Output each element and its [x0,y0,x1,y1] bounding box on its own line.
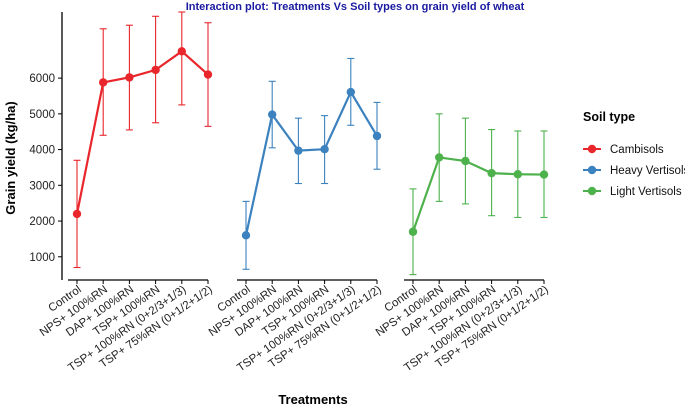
legend-item: Cambisols [583,144,664,156]
legend-marker [587,144,597,154]
y-tick-label: 4000 [29,145,55,157]
data-point [241,231,251,240]
legend: Soil type Cambisols Heavy Vertisols Light … [583,110,685,198]
legend-label: Heavy Vertisols [610,165,685,177]
data-point [320,145,329,154]
data-point [372,131,382,141]
y-axis: 1000 2000 3000 4000 5000 6000 [29,12,63,280]
data-point [125,73,134,82]
data-point [513,170,522,179]
legend-item: Heavy Vertisols [583,165,685,177]
legend-title: Soil type [583,110,635,124]
data-point [268,110,277,119]
legend-item: Light Vertisols [583,186,682,198]
series-line [244,89,378,236]
data-point [151,65,160,75]
data-point [72,209,82,219]
data-point [461,156,470,166]
data-point [294,146,303,155]
y-axis-title: Grain yield (kg/ha) [3,101,18,214]
y-tick-label: 6000 [29,73,55,85]
chart-title: Interaction plot: Treatments Vs Soil typ… [186,1,525,13]
y-tick-label: 5000 [29,109,55,121]
data-point [408,227,418,236]
data-point [487,168,496,178]
y-tick-label: 1000 [29,252,55,264]
data-point [539,170,549,179]
legend-label: Light Vertisols [610,186,682,198]
data-point [177,47,186,56]
legend-label: Cambisols [610,144,664,156]
data-point [203,70,213,79]
y-tick-label: 3000 [29,180,55,192]
y-tick-label: 2000 [29,216,55,228]
data-point [346,87,355,97]
data-point [99,78,108,87]
series-line [75,49,209,215]
legend-marker [587,186,597,196]
x-axis-title: Treatments [278,392,347,405]
data-point [435,153,444,162]
legend-marker [587,165,597,175]
series-line [411,156,545,233]
